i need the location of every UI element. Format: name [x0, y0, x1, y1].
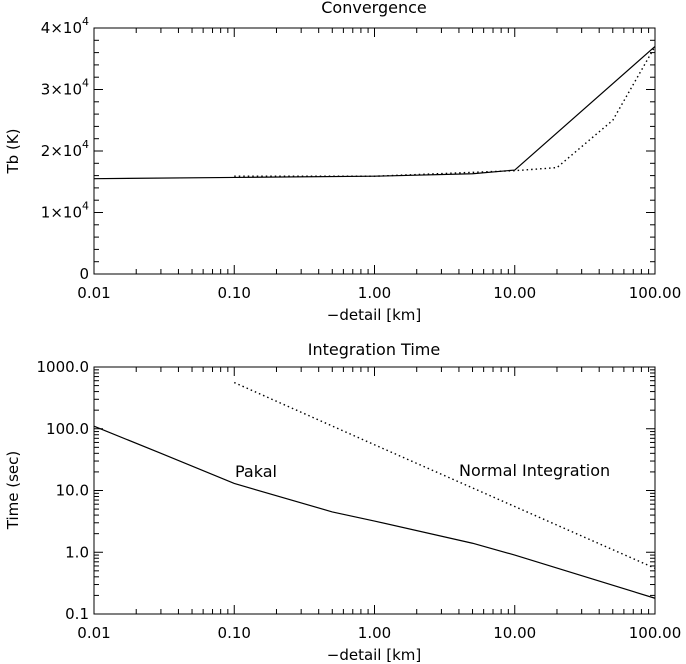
dotted-series-line	[234, 46, 656, 177]
y-ticks: 0 1×104 2×104 3×104 4×104	[41, 15, 655, 283]
y-ticks: 0.1 1.0 10.0 100.0 1000.0	[37, 358, 655, 623]
x-ticks: 0.01 0.10 1.00 10.00 100.00	[77, 28, 681, 302]
y-tick-label: 1000.0	[37, 358, 90, 376]
solid-series-line	[93, 425, 656, 599]
dotted-series-line	[233, 381, 656, 569]
x-tick-label: 0.01	[77, 284, 110, 302]
convergence-panel: Convergence 0.01 0.10 1.00 10.00 100.00 0 1×1…	[4, 0, 681, 324]
y-tick-label: 1×104	[41, 200, 89, 222]
x-axis-title: −detail [km]	[327, 306, 422, 324]
x-tick-label: 10.00	[493, 284, 536, 302]
solid-series-line	[93, 45, 656, 180]
y-tick-label: 3×104	[41, 77, 89, 99]
plot-frame	[93, 27, 656, 275]
x-tick-label: 0.10	[218, 624, 251, 642]
annotation-normal-integration: Normal Integration	[459, 461, 610, 480]
x-tick-label: 1.00	[358, 624, 391, 642]
integration-time-panel: Integration Time 0.01 0.10 1.00 10.00 100.00…	[4, 340, 681, 664]
y-tick-label: 0	[79, 265, 89, 283]
chart-title: Convergence	[321, 0, 427, 17]
y-tick-label: 0.1	[65, 605, 89, 623]
chart-title: Integration Time	[308, 340, 440, 359]
y-tick-label: 1.0	[65, 543, 89, 561]
x-tick-label: 0.10	[218, 284, 251, 302]
y-tick-label: 100.0	[46, 420, 89, 438]
series-lines	[93, 45, 656, 180]
x-ticks: 0.01 0.10 1.00 10.00 100.00	[77, 367, 681, 642]
y-axis-title: Tb (K)	[4, 129, 22, 175]
annotation-pakal: Pakal	[235, 462, 277, 481]
x-tick-label: 100.00	[629, 284, 682, 302]
x-tick-label: 1.00	[358, 284, 391, 302]
x-tick-label: 0.01	[77, 624, 110, 642]
x-tick-label: 100.00	[629, 624, 682, 642]
plot-frame	[93, 366, 656, 615]
y-tick-label: 2×104	[41, 138, 89, 160]
x-axis-title: −detail [km]	[327, 646, 422, 664]
y-tick-label: 4×104	[41, 15, 89, 37]
x-tick-label: 10.00	[493, 624, 536, 642]
series-lines	[93, 381, 656, 599]
y-tick-label: 10.0	[56, 482, 89, 500]
y-axis-title: Time (sec)	[4, 451, 22, 530]
